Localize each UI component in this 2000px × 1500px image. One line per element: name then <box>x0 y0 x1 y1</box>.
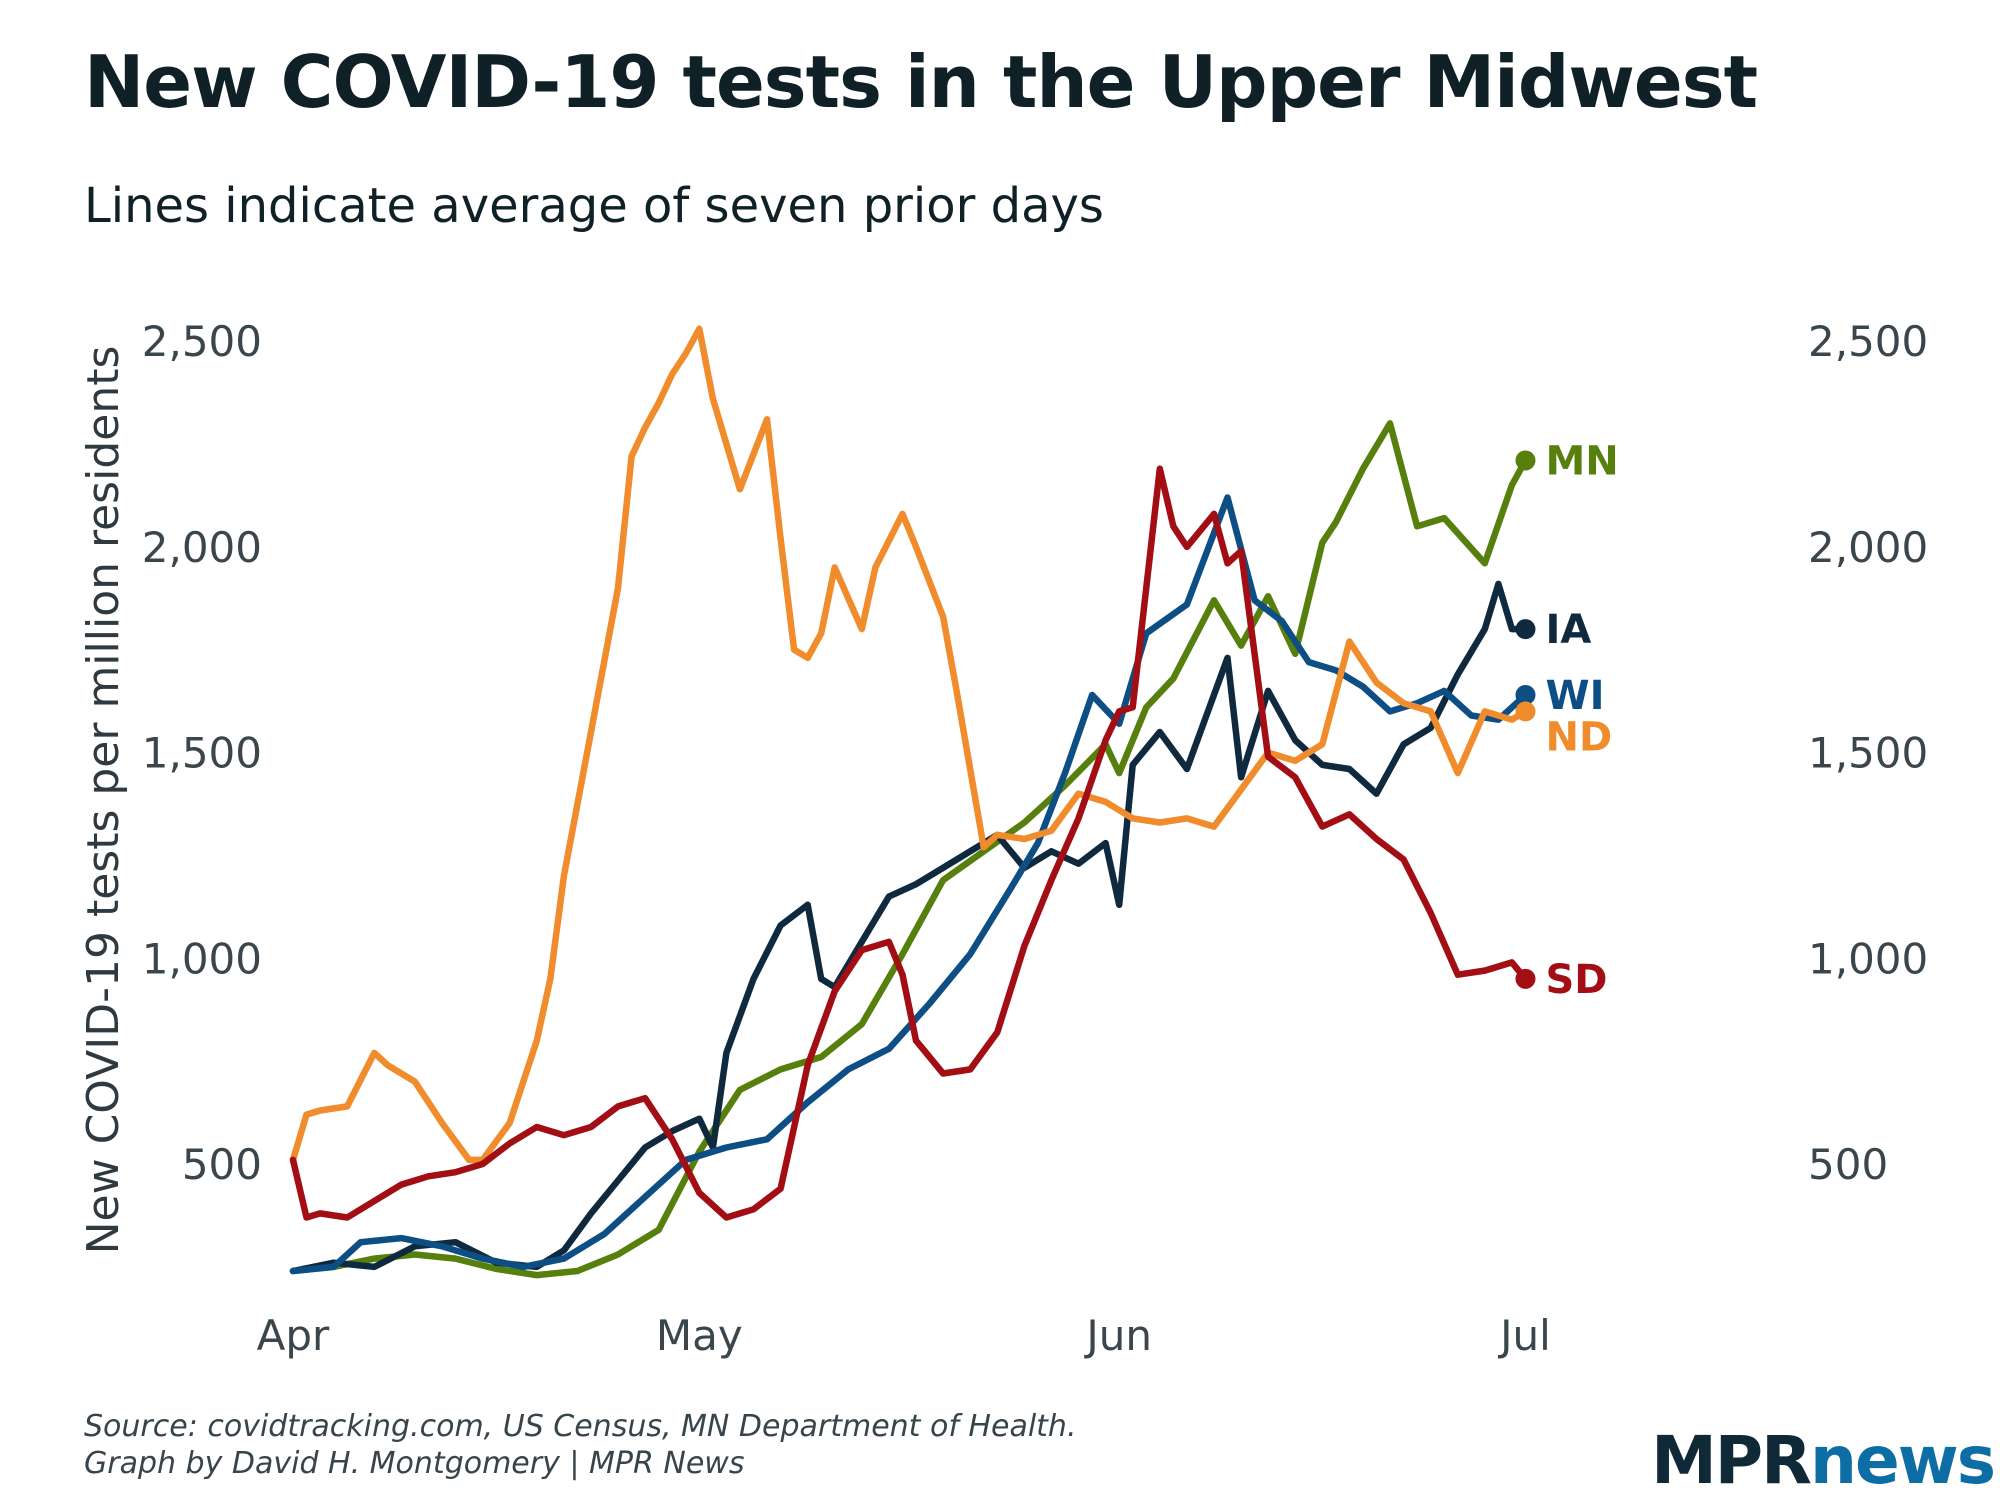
y-tick-right-500: 500 <box>1808 1140 1888 1189</box>
end-point-wi <box>1515 684 1536 705</box>
x-tick-apr: Apr <box>257 1311 330 1360</box>
mpr-news-logo: MPRnews <box>1651 1422 1996 1499</box>
end-point-nd <box>1515 701 1536 722</box>
x-tick-may: May <box>656 1311 743 1360</box>
end-label-wi: WI <box>1545 673 1604 719</box>
end-label-nd: ND <box>1545 714 1612 760</box>
y-tick-left-1000: 1,000 <box>142 934 262 983</box>
end-point-ia <box>1515 619 1536 640</box>
end-point-mn <box>1515 450 1536 471</box>
series-lines <box>289 325 1529 1279</box>
y-tick-left-500: 500 <box>182 1140 262 1189</box>
source-line-2: Graph by David H. Montgomery | MPR News <box>84 1446 745 1481</box>
y-tick-left-1500: 1,500 <box>142 729 262 778</box>
end-label-ia: IA <box>1545 607 1591 653</box>
x-tick-jun: Jun <box>1083 1311 1152 1360</box>
y-tick-left-2000: 2,000 <box>142 523 262 572</box>
x-tick-jul: Jul <box>1497 1311 1551 1360</box>
y-axis-label: New COVID-19 tests per million residents <box>78 346 129 1255</box>
y-axis-left: 500 1,000 1,500 2,000 2,500 <box>142 317 262 1189</box>
series-line-ia <box>289 580 1529 1275</box>
end-label-mn: MN <box>1545 438 1618 484</box>
series-line-sd <box>289 465 1529 1221</box>
source-note: Source: covidtracking.com, US Census, MN… <box>84 1408 1076 1482</box>
logo-mpr: MPR <box>1651 1422 1812 1499</box>
y-tick-right-2500: 2,500 <box>1808 317 1928 366</box>
series-line-mn <box>289 420 1529 1279</box>
line-chart: 500 1,000 1,500 2,000 2,500 500 1,000 1,500 2,0… <box>78 317 1928 1360</box>
y-axis-right: 500 1,000 1,500 2,000 2,500 <box>1808 317 1928 1189</box>
end-point-sd <box>1515 968 1536 989</box>
y-tick-left-2500: 2,500 <box>142 317 262 366</box>
y-tick-right-2000: 2,000 <box>1808 523 1928 572</box>
logo-news: news <box>1809 1422 1996 1499</box>
series-line-nd <box>289 325 1529 1164</box>
source-line-1: Source: covidtracking.com, US Census, MN… <box>84 1409 1077 1444</box>
y-tick-right-1000: 1,000 <box>1808 934 1928 983</box>
x-axis: Apr May Jun Jul <box>257 1311 1551 1360</box>
chart-title: New COVID-19 tests in the Upper Midwest <box>84 40 1758 124</box>
series-line-wi <box>289 494 1529 1275</box>
end-label-sd: SD <box>1545 957 1607 1003</box>
y-tick-right-1500: 1,500 <box>1808 729 1928 778</box>
chart-subtitle: Lines indicate average of seven prior da… <box>84 178 1104 234</box>
